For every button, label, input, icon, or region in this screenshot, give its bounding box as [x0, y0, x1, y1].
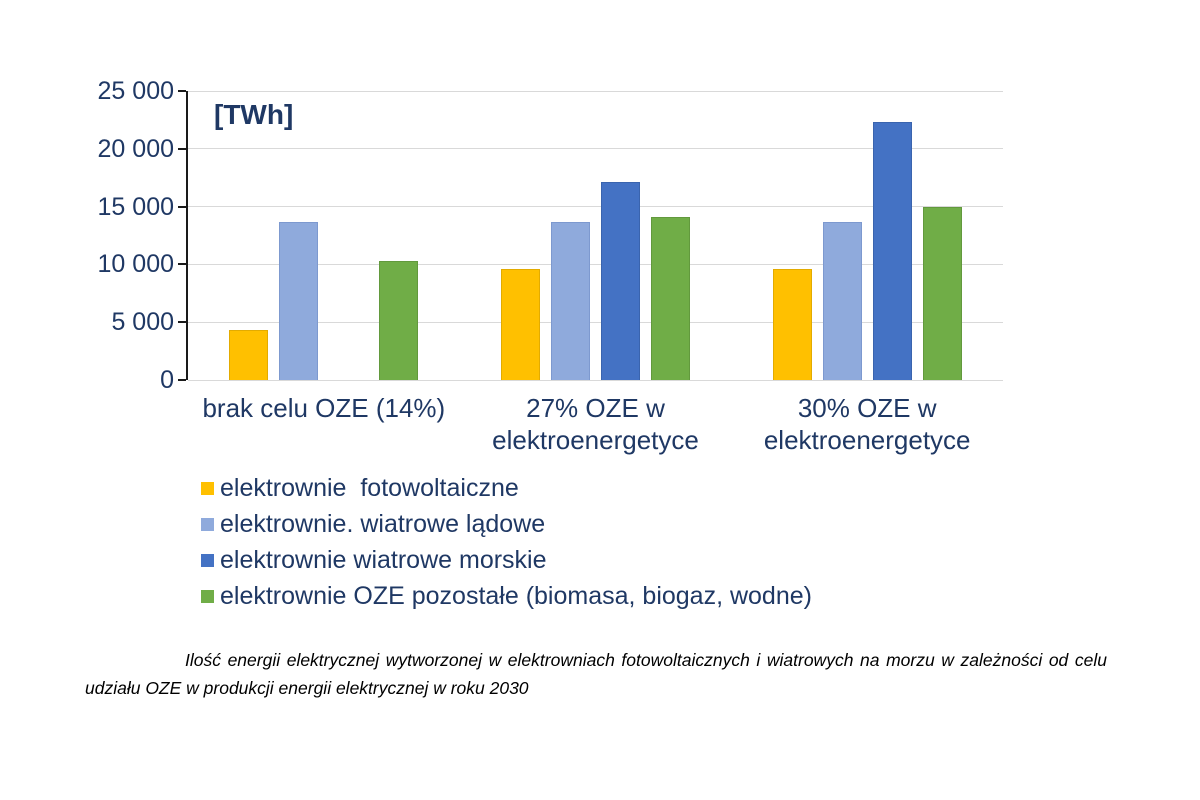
- y-axis-label-10000: 10 000: [97, 250, 174, 279]
- legend-swatch-icon: [201, 517, 214, 531]
- y-axis-line: [186, 91, 188, 380]
- bar-elektrownie-oze-pozosta-e-biom-group1: [379, 260, 419, 380]
- bar-group-3: [731, 91, 1003, 380]
- legend-label: elektrownie. wiatrowe lądowe: [220, 509, 546, 538]
- bar-group-2: [460, 91, 732, 380]
- bar-elektrownie-fotowoltaiczne-group3: [772, 269, 812, 380]
- plot-area: 0 5 000 10 000 15 000 20 000 25 000 [TWh]: [98, 77, 1003, 394]
- bar-elektrownie-fotowoltaiczne-group2: [501, 269, 540, 380]
- y-axis-label-0: 0: [160, 366, 174, 394]
- legend-label: elektrownie OZE pozostałe (biomasa, biog…: [220, 581, 812, 610]
- legend-item-elektrownie-wiatrowe-l-dowe: elektrownie. wiatrowe lądowe: [201, 506, 812, 542]
- bar-elektrownie-wiatrowe-morskie-group2: [601, 182, 640, 380]
- gridline-25000: [188, 90, 1003, 92]
- legend-label: elektrownie fotowoltaiczne: [220, 473, 519, 502]
- y-axis-label-25000: 25 000: [97, 77, 174, 105]
- y-tick-20000: [178, 147, 186, 150]
- legend-item-elektrownie-fotowoltaiczne: elektrownie fotowoltaiczne: [201, 470, 812, 506]
- bar-elektrownie-wiatrowe-morskie-group3: [872, 122, 912, 380]
- bar-elektrownie-fotowoltaiczne-group1: [229, 330, 269, 380]
- y-tick-15000: [178, 205, 186, 208]
- bar-elektrownie-oze-pozosta-e-biom-group2: [651, 217, 690, 380]
- chart-legend: elektrownie fotowoltaiczne elektrownie. w…: [201, 470, 812, 614]
- legend-swatch-icon: [201, 481, 214, 495]
- gridline-10000: [188, 263, 1003, 265]
- chart-unit-title: [TWh]: [214, 99, 294, 130]
- x-axis-labels: brak celu OZE (14%) 27% OZE w elektroener…: [188, 392, 1003, 456]
- legend-item-elektrownie-wiatrowe-morskie: elektrownie wiatrowe morskie: [201, 542, 812, 578]
- legend-label: elektrownie wiatrowe morskie: [220, 545, 547, 574]
- legend-swatch-icon: [201, 589, 214, 603]
- y-axis-label-5000: 5 000: [111, 308, 174, 337]
- x-axis-label-1: brak celu OZE (14%): [202, 393, 446, 423]
- figure-caption: Ilość energii elektrycznej wytworzonej w…: [85, 650, 1107, 698]
- y-axis-label-20000: 20 000: [97, 134, 174, 163]
- bar-elektrownie-wiatrowe-l-dowe-group3: [822, 221, 862, 380]
- legend-item-elektrownie-oze-pozosta-e-biom: elektrownie OZE pozostałe (biomasa, biog…: [201, 578, 812, 614]
- legend-swatch-icon: [201, 553, 214, 567]
- bar-groups: [188, 91, 1003, 380]
- gridline-5000: [188, 321, 1003, 323]
- y-axis-label-15000: 15 000: [97, 192, 174, 221]
- gridline-20000: [188, 148, 1003, 150]
- y-tick-5000: [178, 321, 186, 324]
- x-axis-label-2: 27% OZE w elektroenergetyce: [492, 393, 699, 455]
- y-tick-10000: [178, 263, 186, 266]
- bar-elektrownie-wiatrowe-l-dowe-group2: [551, 221, 590, 380]
- gridline-0: [188, 379, 1003, 381]
- bar-elektrownie-wiatrowe-l-dowe-group1: [279, 221, 319, 380]
- gridline-15000: [188, 206, 1003, 208]
- bar-elektrownie-oze-pozosta-e-biom-group3: [922, 206, 962, 380]
- bar-group-1: [188, 91, 460, 380]
- x-axis-label-3: 30% OZE w elektroenergetyce: [763, 393, 971, 455]
- y-tick-0: [178, 379, 186, 381]
- y-tick-25000: [178, 90, 186, 92]
